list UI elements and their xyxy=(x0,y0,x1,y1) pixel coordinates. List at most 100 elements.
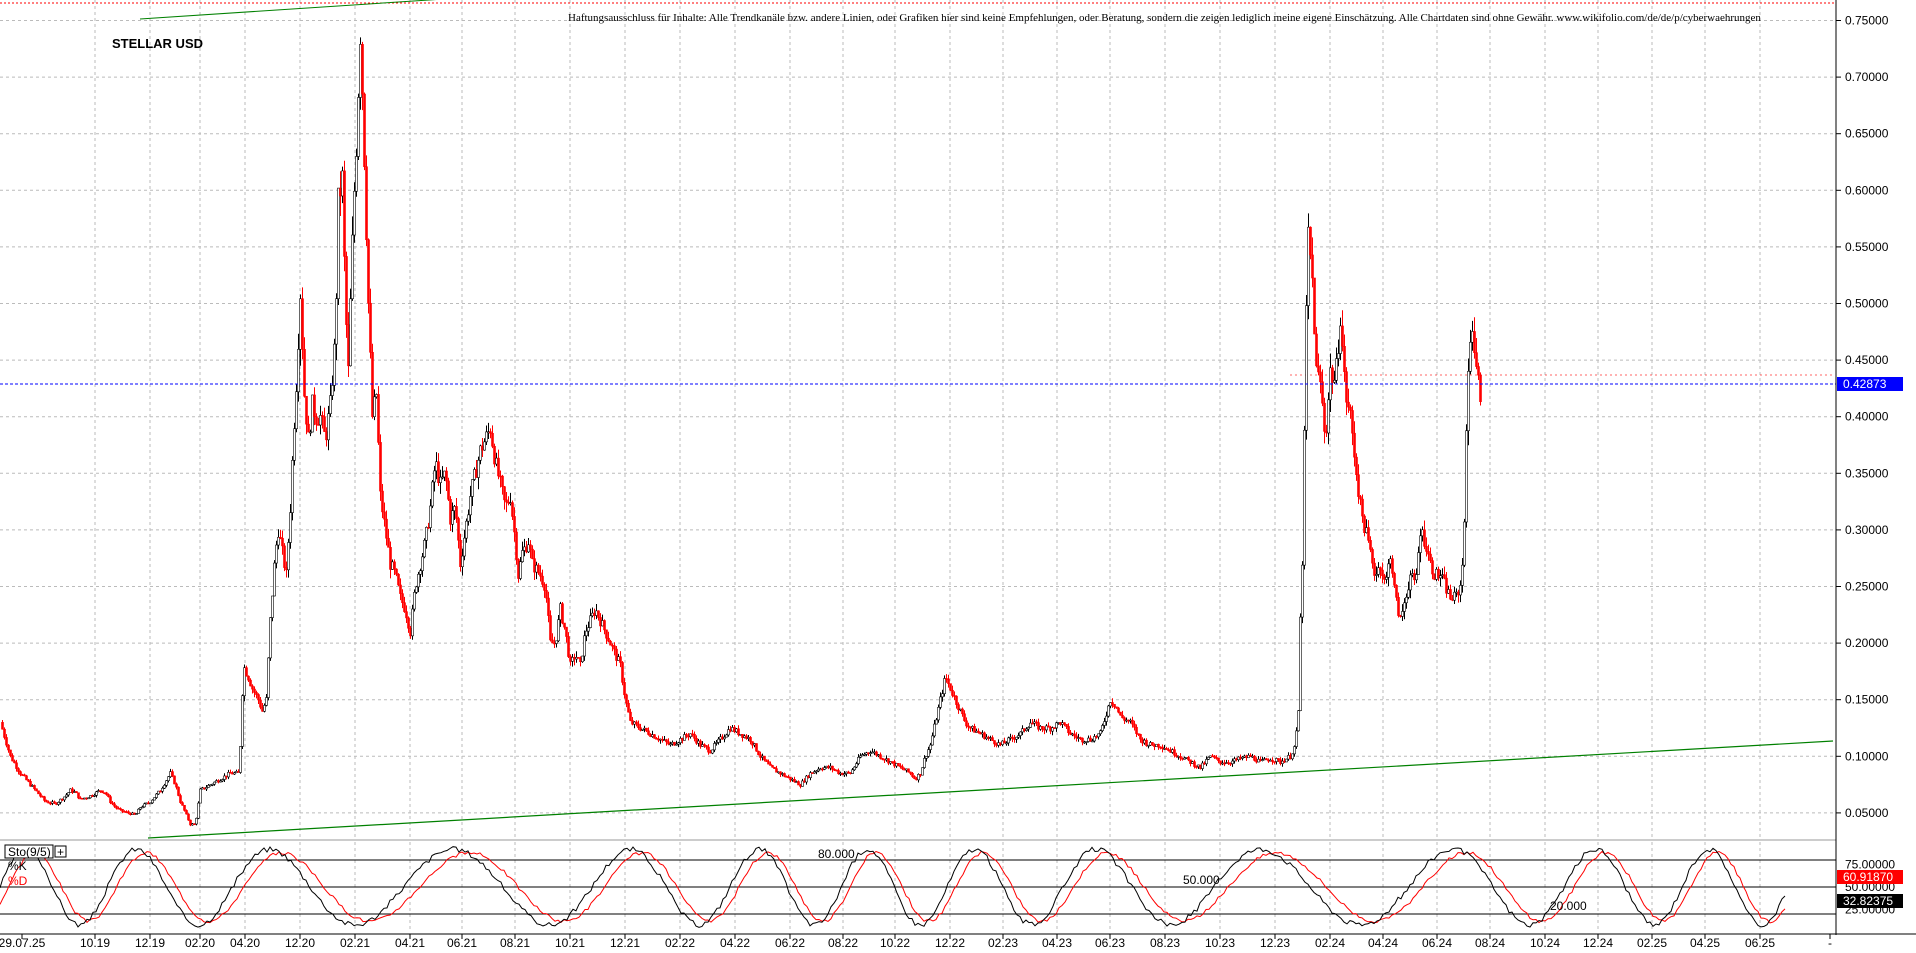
candle-body xyxy=(307,423,310,433)
candle-body xyxy=(331,385,334,396)
candle-body xyxy=(441,476,444,479)
candle-body xyxy=(501,475,504,487)
candle-body xyxy=(1465,430,1468,523)
candle-body xyxy=(1259,758,1262,761)
candle-body xyxy=(201,787,204,790)
time-tick-label: - xyxy=(1828,936,1832,948)
candle-body xyxy=(949,683,952,691)
candle-body xyxy=(561,603,564,624)
candle-body xyxy=(169,771,172,778)
candle-body xyxy=(1415,574,1418,581)
candle-body xyxy=(247,675,250,681)
candle-body xyxy=(197,802,200,819)
candle-body xyxy=(439,476,442,483)
candle-body xyxy=(385,518,388,539)
candle-body xyxy=(1037,722,1040,730)
candle-body xyxy=(59,798,62,803)
candle-body xyxy=(589,615,592,628)
candle-body xyxy=(253,688,256,693)
candle-body xyxy=(75,791,78,794)
candle-body xyxy=(229,771,232,774)
candle-body xyxy=(843,773,846,776)
candle-body xyxy=(71,788,74,793)
candle-body xyxy=(1081,737,1084,743)
candle-body xyxy=(233,772,236,775)
candle-body xyxy=(445,470,448,482)
candle-body xyxy=(1403,602,1406,612)
candle-body xyxy=(1385,577,1388,580)
candle-body xyxy=(219,780,222,783)
candle-body xyxy=(653,734,656,739)
candle-body xyxy=(1263,758,1266,761)
candle-body xyxy=(711,749,714,754)
candle-body xyxy=(379,442,382,492)
time-tick-label: 02.22 xyxy=(665,936,695,948)
time-tick-label: 06.21 xyxy=(447,936,477,948)
candle-body xyxy=(1265,758,1268,761)
candle-body xyxy=(1129,719,1132,722)
k-legend: %K xyxy=(8,859,27,873)
candle-body xyxy=(635,721,638,725)
candle-body xyxy=(627,702,630,713)
candle-body xyxy=(1215,757,1218,759)
candle-body xyxy=(1357,474,1360,497)
level-80-label: 80.000 xyxy=(818,847,855,861)
chart-title: STELLAR USD xyxy=(112,36,203,51)
candle-body xyxy=(1137,733,1140,735)
candle-body xyxy=(1317,365,1320,373)
candle-body xyxy=(437,461,440,483)
time-tick-label: 06.24 xyxy=(1422,936,1452,948)
candle-body xyxy=(1469,341,1472,372)
candle-body xyxy=(769,763,772,766)
candle-body xyxy=(615,648,618,661)
candle-body xyxy=(269,617,272,659)
candle-body xyxy=(1425,546,1428,552)
candle-body xyxy=(1241,756,1244,759)
candle-body xyxy=(209,784,212,787)
candle-body xyxy=(1049,726,1052,732)
candle-body xyxy=(737,728,740,735)
candle-body xyxy=(1453,591,1456,601)
candle-body xyxy=(19,771,22,775)
candle-body xyxy=(855,763,858,768)
candle-body xyxy=(675,743,678,746)
candle-body xyxy=(109,796,112,804)
candle-body xyxy=(1319,371,1322,383)
candle-body xyxy=(459,539,462,568)
candle-body xyxy=(203,787,206,790)
candle-body xyxy=(1311,254,1314,279)
candle-body xyxy=(97,790,100,792)
candle-body xyxy=(213,781,216,785)
candle-body xyxy=(1409,574,1412,591)
candle-body xyxy=(1143,739,1146,744)
candle-body xyxy=(57,802,60,805)
candle-body xyxy=(913,776,916,779)
candle-body xyxy=(621,662,624,683)
candle-body xyxy=(951,689,954,696)
candle-body xyxy=(641,728,644,731)
candle-body xyxy=(531,548,534,559)
candle-body xyxy=(173,775,176,785)
candle-body xyxy=(1287,755,1290,760)
candle-body xyxy=(1359,496,1362,500)
candle-body xyxy=(1219,760,1222,764)
candle-body xyxy=(755,743,758,752)
candle-body xyxy=(603,620,606,631)
candle-body xyxy=(327,413,330,441)
candle-body xyxy=(455,506,458,519)
candle-body xyxy=(25,775,28,781)
candle-body xyxy=(1327,399,1330,434)
sto-label-box[interactable] xyxy=(4,844,54,859)
add-indicator-button[interactable] xyxy=(54,845,67,858)
candle-body xyxy=(121,809,124,812)
price-tick-label: 0.30000 xyxy=(1845,523,1889,537)
candle-body xyxy=(1275,758,1278,762)
candle-body xyxy=(899,765,902,768)
candle-body xyxy=(1271,759,1274,762)
candle-body xyxy=(609,640,612,646)
candle-body xyxy=(1127,719,1130,722)
candle-body xyxy=(275,544,278,564)
candle-body xyxy=(805,775,808,783)
candle-body xyxy=(947,678,950,684)
candle-body xyxy=(193,823,196,826)
